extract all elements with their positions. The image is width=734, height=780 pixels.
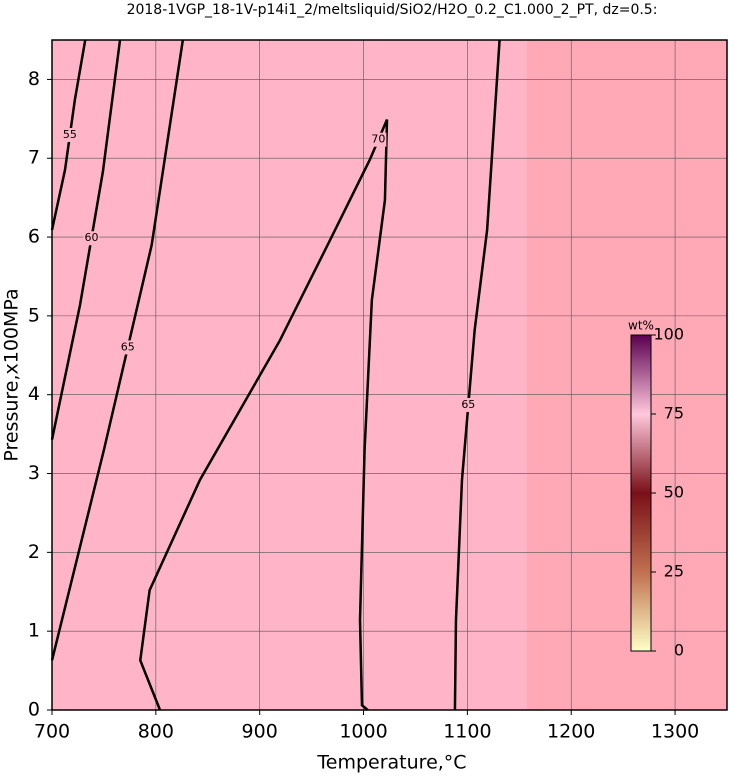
contour-label: 55 bbox=[63, 128, 77, 141]
contour-label: 65 bbox=[461, 398, 475, 411]
contour-label: 70 bbox=[371, 133, 385, 146]
colorbar-tick-label: 75 bbox=[664, 404, 684, 423]
x-axis-label: Temperature,°C bbox=[316, 752, 466, 774]
contour-label-bg bbox=[370, 132, 387, 147]
y-tick-label: 7 bbox=[28, 147, 40, 169]
y-tick-label: 0 bbox=[28, 699, 40, 721]
x-tick-label: 700 bbox=[34, 721, 70, 743]
y-tick-label: 8 bbox=[28, 68, 40, 90]
contour-label-bg bbox=[460, 397, 477, 412]
chart-title: 2018-1VGP_18-1V-p14i1_2/meltsliquid/SiO2… bbox=[127, 2, 658, 18]
contour-label: 65 bbox=[121, 340, 135, 353]
x-tick-label: 1200 bbox=[547, 721, 595, 743]
x-tick-label: 800 bbox=[138, 721, 174, 743]
colorbar-tick-label: 50 bbox=[664, 483, 684, 502]
y-tick-label: 5 bbox=[28, 304, 40, 326]
contour-label-bg bbox=[61, 127, 78, 142]
y-tick-label: 6 bbox=[28, 226, 40, 248]
contour-label: 60 bbox=[84, 231, 98, 244]
colorbar bbox=[630, 334, 652, 652]
contour-label-bg bbox=[83, 231, 100, 246]
colorbar-label: wt% bbox=[628, 319, 654, 333]
plot-frame bbox=[51, 39, 728, 711]
y-tick-label: 3 bbox=[28, 462, 40, 484]
colorbar-tick-label: 100 bbox=[653, 325, 684, 344]
y-tick-label: 1 bbox=[28, 620, 40, 642]
x-tick-label: 1300 bbox=[651, 721, 699, 743]
contour-label-bg bbox=[119, 340, 136, 355]
x-tick-label: 1100 bbox=[443, 721, 491, 743]
plot-background-right bbox=[527, 40, 727, 710]
colorbar-tick-label: 25 bbox=[664, 562, 684, 581]
y-tick-label: 2 bbox=[28, 541, 40, 563]
x-tick-label: 1000 bbox=[339, 721, 387, 743]
colorbar-tick-label: 0 bbox=[674, 641, 684, 660]
x-tick-label: 900 bbox=[242, 721, 278, 743]
y-axis-label: Pressure,x100MPa bbox=[1, 288, 23, 461]
y-tick-label: 4 bbox=[28, 383, 40, 405]
